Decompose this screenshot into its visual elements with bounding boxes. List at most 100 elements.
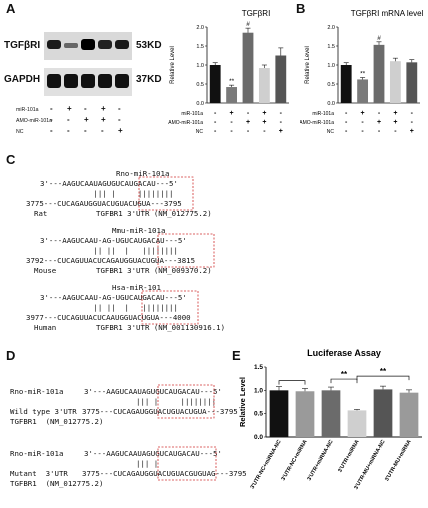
bar bbox=[357, 79, 369, 103]
condition-sign: - bbox=[247, 110, 250, 117]
condition-sign: + bbox=[361, 110, 365, 117]
chart-b-mrna: TGFβRI mRNA level Relative Level 0.0 0.5 1.0… bbox=[300, 9, 424, 135]
y-tick-label: 0.5 bbox=[327, 82, 335, 88]
blot-sign: + bbox=[67, 104, 72, 113]
bar bbox=[275, 55, 287, 103]
bar bbox=[340, 65, 352, 103]
comparison-bracket bbox=[278, 380, 306, 385]
utr-name: TGFBR1 3'UTR (NM_009370.2) bbox=[96, 266, 212, 275]
condition-sign: + bbox=[393, 119, 397, 126]
blot-sign: - bbox=[50, 104, 53, 113]
condition-sign: - bbox=[345, 119, 348, 126]
mirna-name: Rno-miR-101a bbox=[10, 449, 64, 458]
bar bbox=[258, 68, 270, 103]
blot-sign: - bbox=[118, 115, 121, 124]
y-tick-label: 1.0 bbox=[327, 63, 335, 69]
blot-sign: - bbox=[118, 104, 121, 113]
condition-sign: + bbox=[410, 128, 414, 135]
significance-mark: ** bbox=[341, 370, 348, 379]
bar bbox=[209, 65, 221, 103]
bar bbox=[347, 410, 367, 437]
blot-sign: - bbox=[50, 126, 53, 135]
panel-label-b: B bbox=[296, 1, 306, 16]
bar bbox=[269, 390, 289, 437]
blot-size-gapdh: 37KD bbox=[136, 74, 162, 85]
bar bbox=[389, 61, 401, 103]
condition-sign: - bbox=[230, 128, 233, 135]
chart-title: TGFβRI mRNA level bbox=[351, 9, 424, 18]
condition-sign: - bbox=[361, 128, 364, 135]
mirna-sequence: 3'---AAGUCAAUAGUGUCAUGACAU---5' bbox=[84, 387, 222, 396]
y-tick-label: 1.5 bbox=[327, 44, 335, 50]
comparison-bracket bbox=[356, 375, 410, 381]
bar bbox=[373, 389, 393, 437]
seed-region-highlights bbox=[138, 176, 215, 325]
y-tick-label: 2.0 bbox=[196, 25, 204, 31]
bar bbox=[321, 390, 341, 437]
condition-sign: + bbox=[393, 110, 397, 117]
condition-sign: - bbox=[280, 110, 283, 117]
utr-name: TGFBR1 (NM_012775.2) bbox=[10, 417, 104, 426]
blot-label-gapdh: GAPDH bbox=[4, 74, 41, 85]
bar bbox=[226, 87, 238, 103]
condition-sign: - bbox=[214, 119, 217, 126]
category-label: 3'UTR+miRNA bbox=[337, 439, 360, 474]
condition-label: NC bbox=[196, 129, 204, 135]
mirna-name: Rno-miR-101a bbox=[116, 169, 170, 178]
blot-sign: + bbox=[101, 115, 106, 124]
y-tick-label: 0.0 bbox=[196, 101, 204, 107]
panel-label-a: A bbox=[6, 1, 16, 16]
blot-sign: - bbox=[84, 126, 87, 135]
blot-sign: + bbox=[118, 126, 123, 135]
condition-label: AMO-miR-101a bbox=[300, 120, 334, 126]
blot-sign: + bbox=[84, 115, 89, 124]
utr-sequence: 3775---CUCAGAUGGUACUGUACUGUA---3795 bbox=[82, 407, 238, 416]
significance-mark: ** bbox=[229, 78, 235, 85]
y-tick-label: 1.5 bbox=[196, 44, 204, 50]
condition-sign: - bbox=[263, 128, 266, 135]
blot-sign: - bbox=[67, 126, 70, 135]
utr-prefix: Mutant 3'UTR bbox=[10, 469, 68, 478]
condition-sign: - bbox=[230, 119, 233, 126]
condition-sign: - bbox=[345, 110, 348, 117]
condition-sign: - bbox=[214, 128, 217, 135]
chart-title: TGFβRI bbox=[242, 9, 271, 18]
category-label: 3'UTR-MU+miRNA-NC bbox=[353, 439, 386, 491]
condition-label: NC bbox=[327, 129, 335, 135]
blot-sign: - bbox=[101, 126, 104, 135]
bar bbox=[242, 32, 254, 104]
mirna-sequence: 3'---AAGUCAAUAGUGUCAUGACAU---5' bbox=[40, 179, 178, 188]
condition-sign: - bbox=[378, 110, 381, 117]
condition-sign: + bbox=[262, 110, 266, 117]
base-pairing: || || | |||||||| bbox=[40, 303, 178, 312]
base-pairing: || || | |||||||| bbox=[40, 246, 178, 255]
bar bbox=[373, 44, 385, 103]
condition-sign: - bbox=[411, 110, 414, 117]
blot-sign: + bbox=[101, 104, 106, 113]
condition-label: miR-101a bbox=[312, 111, 334, 117]
y-tick-label: 1.0 bbox=[196, 63, 204, 69]
y-axis-label: Relative Level bbox=[305, 46, 311, 84]
category-label: 3'UTR+miRNA-NC bbox=[307, 439, 335, 482]
base-pairing: ||| | |||||||| bbox=[40, 189, 174, 198]
category-label: 3'UTR-NC+miRNA-NC bbox=[250, 439, 283, 490]
utr-sequence: 3775---CUCAGAUGGUACUGUACGUGUAG---3795 bbox=[82, 469, 247, 478]
condition-sign: - bbox=[361, 119, 364, 126]
significance-mark: # bbox=[377, 35, 381, 42]
species-label: Human bbox=[34, 323, 57, 332]
utr-name: TGFBR1 3'UTR (NM_012775.2) bbox=[96, 209, 212, 218]
condition-sign: + bbox=[279, 128, 283, 135]
condition-sign: + bbox=[230, 110, 234, 117]
condition-sign: - bbox=[214, 110, 217, 117]
condition-label: AMO-miR-101a bbox=[168, 120, 203, 126]
condition-sign: - bbox=[345, 128, 348, 135]
condition-sign: + bbox=[262, 119, 266, 126]
bar bbox=[295, 391, 315, 437]
chart-title: Luciferase Assay bbox=[307, 348, 381, 358]
panel-label-e: E bbox=[232, 348, 241, 363]
western-blot-image bbox=[44, 32, 132, 96]
mirna-sequence: 3'---AAGUCAAUAGUGUCAUGACAU---5' bbox=[84, 449, 222, 458]
base-pairing: ||| | bbox=[136, 459, 181, 468]
condition-sign: - bbox=[378, 128, 381, 135]
utr-prefix: Wild type 3'UTR bbox=[10, 407, 77, 416]
